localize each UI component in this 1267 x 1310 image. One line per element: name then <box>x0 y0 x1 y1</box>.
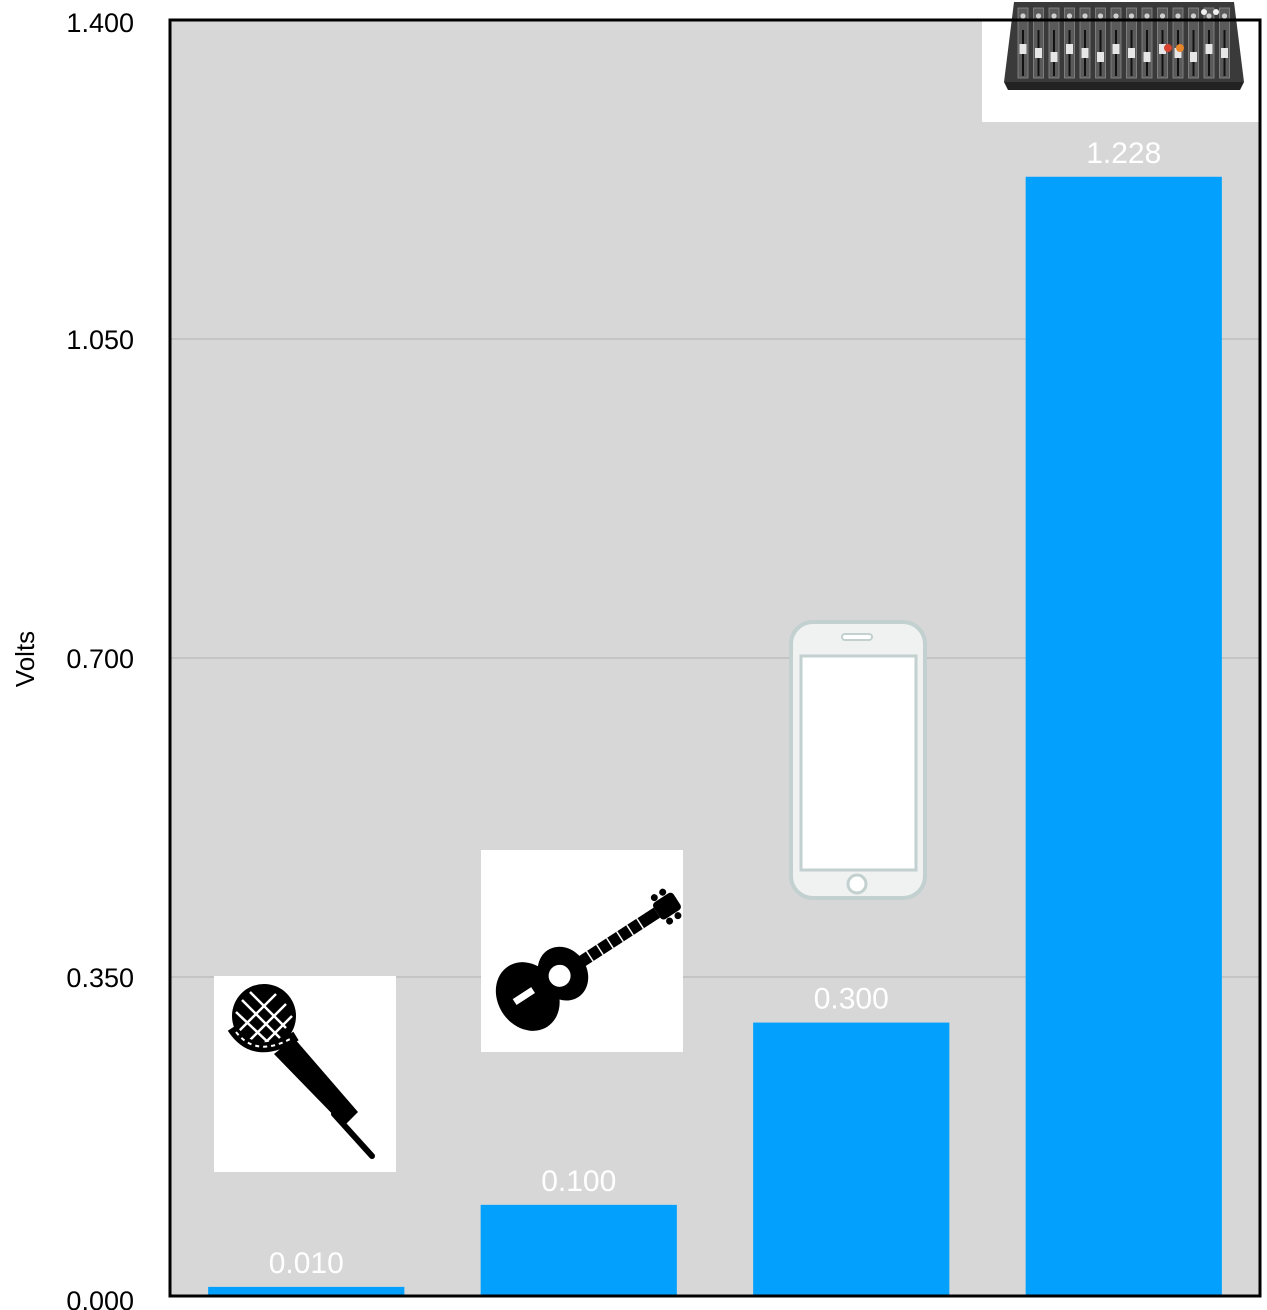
mixer-fader-knob <box>1066 44 1073 54</box>
smartphone-icon <box>789 620 927 900</box>
mixer-knob <box>1051 13 1057 19</box>
mixer-knob <box>1113 13 1119 19</box>
mixer-knob <box>1175 13 1181 19</box>
plot-frame <box>168 18 1262 1298</box>
y-tick-label: 1.400 <box>66 8 134 38</box>
y-axis-label: Volts <box>10 631 40 687</box>
mixer-fader-knob <box>1128 48 1135 58</box>
mixer-fader-knob <box>1190 52 1197 62</box>
bar <box>753 1022 950 1296</box>
mixer-knob <box>1020 13 1026 19</box>
data-label: 0.300 <box>814 983 889 1016</box>
y-tick-label: 1.050 <box>66 325 134 355</box>
mixer-faders <box>1017 7 1230 79</box>
mixer-fader-knob <box>1050 52 1058 62</box>
mixer-fader-knob <box>1143 52 1151 62</box>
microphone-icon <box>214 976 396 1172</box>
data-label: 0.010 <box>269 1247 344 1280</box>
data-label: 1.228 <box>1086 137 1161 170</box>
mixer-fader-knob <box>1205 44 1213 54</box>
mixer-fader-knob <box>1159 44 1166 54</box>
y-tick-label: 0.000 <box>66 1286 134 1310</box>
y-axis-ticks: 0.000 0.350 0.700 1.050 1.400 <box>66 8 134 1310</box>
mixer-knob <box>1221 13 1228 19</box>
mixer-knob <box>1097 13 1104 19</box>
mixer-fader-knob <box>1221 48 1228 58</box>
mixer-fader-knob <box>1174 48 1182 58</box>
data-label: 0.100 <box>541 1165 616 1198</box>
mixer-knob <box>1206 13 1212 19</box>
mixer-knob <box>1066 13 1073 19</box>
audio-mixer-icon <box>982 0 1260 122</box>
data-labels: 0.010 0.100 0.300 1.228 <box>269 137 1162 1280</box>
mixer-fader-knob <box>1035 48 1042 58</box>
mixer-knob <box>1082 13 1088 19</box>
bar <box>480 1204 677 1296</box>
bars <box>208 176 1222 1296</box>
bar <box>208 1286 405 1296</box>
mixer-fader-knob <box>1019 44 1027 54</box>
mixer-knob <box>1128 13 1135 19</box>
mixer-fader-knob <box>1081 48 1089 58</box>
bar <box>1025 176 1222 1296</box>
mixer-knob <box>1159 13 1166 19</box>
y-tick-label: 0.350 <box>66 963 134 993</box>
mixer-fader-knob <box>1097 52 1104 62</box>
mixer-knob <box>1144 13 1150 19</box>
mixer-fader-knob <box>1112 44 1120 54</box>
mixer-knob <box>1035 13 1042 19</box>
acoustic-guitar-icon <box>481 850 683 1052</box>
mixer-knob <box>1190 13 1197 19</box>
y-tick-label: 0.700 <box>66 644 134 674</box>
